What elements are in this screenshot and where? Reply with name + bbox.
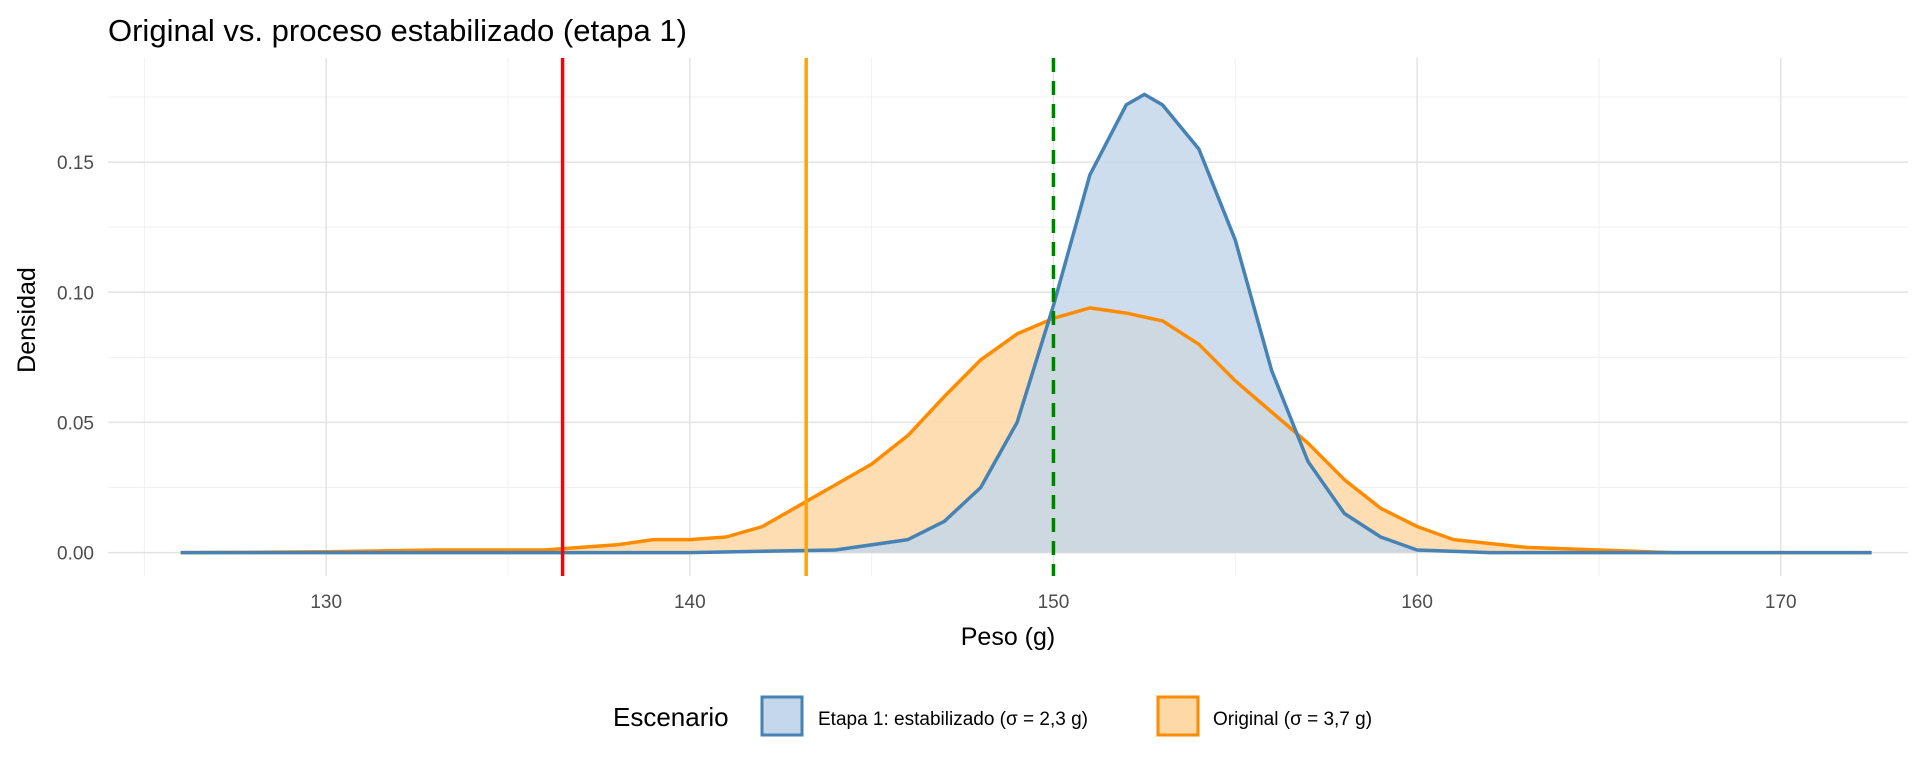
density-areas — [180, 92, 1872, 555]
y-axis-ticks: 0.00 0.05 0.10 0.15 — [57, 153, 94, 564]
density-line-original — [180, 306, 1872, 555]
legend: Escenario Etapa 1: estabilizado (σ = 2,3… — [613, 695, 1372, 737]
legend-key-original — [1156, 695, 1200, 737]
x-tick-label: 150 — [1038, 592, 1070, 613]
y-tick-label: 0.10 — [57, 283, 94, 304]
x-tick-label: 130 — [310, 592, 342, 613]
x-tick-label: 140 — [674, 592, 706, 613]
y-tick-label: 0.00 — [57, 544, 94, 565]
x-axis-title: Peso (g) — [961, 623, 1055, 651]
reference-lines — [560, 58, 1056, 576]
legend-label-original: Original (σ = 3,7 g) — [1213, 709, 1372, 730]
legend-key-etapa1 — [760, 695, 804, 737]
x-axis-ticks: 130 140 150 160 170 — [310, 592, 1796, 613]
y-tick-label: 0.05 — [57, 413, 94, 434]
x-tick-label: 160 — [1401, 592, 1433, 613]
x-tick-label: 170 — [1765, 592, 1797, 613]
y-axis-title: Densidad — [13, 267, 41, 373]
legend-title: Escenario — [613, 702, 729, 732]
y-tick-label: 0.15 — [57, 153, 94, 174]
density-line-etapa1 — [180, 92, 1872, 555]
chart-title: Original vs. proceso estabilizado (etapa… — [108, 13, 687, 48]
area-fill-etapa1 — [180, 94, 1872, 553]
legend-label-etapa1: Etapa 1: estabilizado (σ = 2,3 g) — [818, 709, 1088, 730]
